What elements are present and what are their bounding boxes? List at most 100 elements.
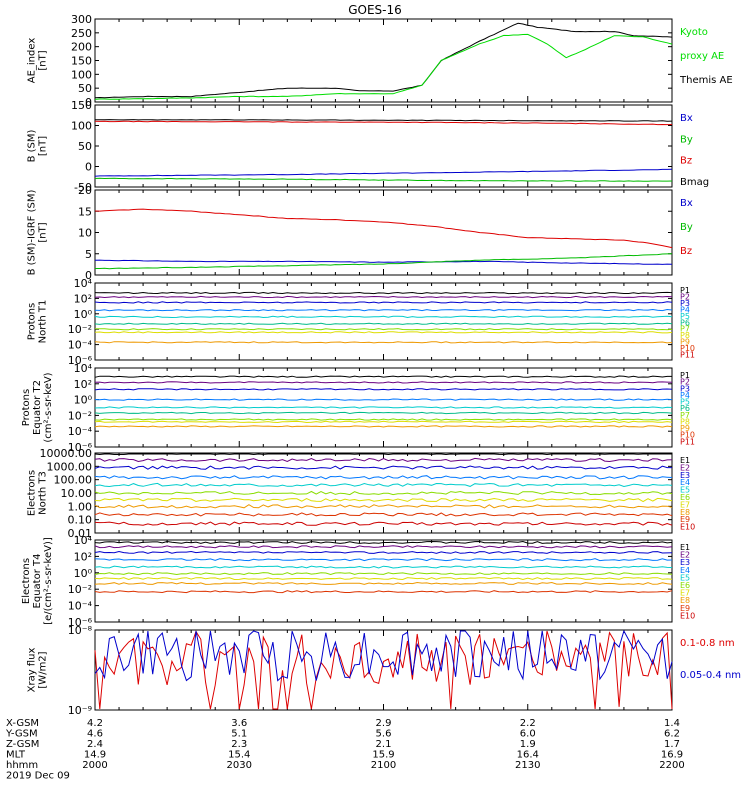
y-tick-label: 10⁻⁶: [68, 354, 93, 367]
series-line-e9: [94, 512, 673, 517]
legend-entry: P2: [680, 292, 690, 301]
panel-xray: 10⁻⁸ 10⁻⁹ Xray flux [W/m2] 0.1-0.8 nm 0.05-0.…: [27, 624, 742, 717]
legend-entry: P9: [680, 338, 690, 347]
footer-row-label: X-GSM: [6, 718, 39, 729]
legend-entry: E6: [680, 493, 690, 502]
y-axis-label: B (SM): [27, 129, 38, 162]
series-line-e4: [94, 558, 673, 562]
series-line-p3: [94, 388, 673, 391]
panel-bigrf: 20 15 10 5 0 B (SM)-IGRF (SM) [nT] Bx By Bz: [27, 184, 693, 282]
y-axis-label: [nT]: [38, 50, 49, 70]
series-line-e6: [94, 490, 673, 496]
y-tick-label: 0.01: [68, 527, 93, 540]
series-line-p4: [94, 398, 673, 401]
y-tick-label: 10000.00: [40, 447, 93, 460]
footer-value: 2100: [371, 760, 396, 771]
series-line-p1: [94, 291, 673, 295]
footer-value: 15.4: [228, 750, 250, 761]
y-axis-label: [W/m2]: [38, 651, 49, 688]
series-line-p3: [94, 301, 673, 304]
y-tick-label: 10⁰: [74, 394, 93, 407]
y-tick-label: 10²: [74, 292, 92, 305]
y-tick-label: 10: [78, 227, 92, 240]
legend-entry: P10: [680, 431, 695, 440]
series-line-p7: [95, 328, 673, 331]
series-line-e1: [94, 540, 673, 544]
legend-entry: E9: [680, 604, 690, 613]
footer-value: 5.6: [376, 729, 392, 740]
series-line-e7: [94, 577, 673, 581]
series-line-e4: [94, 475, 673, 480]
series-line-0-05-0-4-nm: [94, 629, 673, 682]
y-tick-label: 10⁻⁹: [68, 704, 92, 717]
y-tick-label: 10⁰: [74, 308, 93, 321]
panel-pe: 10⁴ 10² 10⁰ 10⁻² 10⁻⁴ 10⁻⁶ Protons Equator T2 (c…: [21, 362, 695, 454]
y-tick-label: 10⁴: [74, 362, 93, 375]
y-tick-label: 50: [78, 82, 92, 95]
series-line-p6: [94, 322, 673, 325]
legend-entry: By: [680, 222, 693, 233]
footer-value: 2.2: [520, 718, 536, 729]
series-line-by: [94, 177, 673, 182]
legend-entry: Bmag: [680, 177, 709, 188]
legend-entry: P8: [680, 331, 690, 340]
series-line-p2: [94, 295, 673, 299]
footer-value: 1.4: [664, 718, 680, 729]
series-line-e8: [94, 504, 673, 509]
legend-entry: E10: [680, 523, 695, 532]
series-line-bz: [94, 208, 673, 249]
legend-entry: Bz: [680, 156, 692, 167]
footer-value: 2.9: [376, 718, 392, 729]
footer-value: 1.7: [664, 739, 680, 750]
legend-entry: E4: [680, 478, 690, 487]
series-line-p5: [94, 406, 673, 409]
legend-entry: P4: [680, 305, 690, 314]
y-tick-label: 15: [78, 205, 92, 218]
legend-entry: 0.1-0.8 nm: [680, 638, 735, 649]
footer-row-label: MLT: [6, 750, 26, 761]
y-tick-label: 1000.00: [47, 460, 93, 473]
y-axis-label: (cm²-s-sr-keV): [43, 372, 54, 442]
panel-frame: [94, 282, 673, 361]
legend-entry: P5: [680, 312, 690, 321]
series-line-p5: [94, 315, 673, 319]
series-line-bx: [94, 259, 673, 265]
series-line-e1: [94, 453, 672, 456]
y-tick-label: 10⁻⁶: [68, 616, 93, 629]
y-tick-label: 10⁻⁴: [68, 600, 93, 613]
footer-ephemeris: X-GSM 4.2 3.6 2.9 2.2 1.4 Y-GSM 4.6 5.1 5.6 6.0 6.2…: [5, 718, 685, 782]
series-line-0-1-0-8-nm: [94, 630, 673, 710]
legend-entry: P9: [680, 424, 690, 433]
series-line-p8: [94, 420, 673, 424]
legend-entry: P1: [680, 371, 690, 380]
series-line-e2: [94, 457, 673, 463]
series-line-e5: [94, 482, 673, 488]
legend-entry: P7: [680, 411, 690, 420]
footer-row-label: Y-GSM: [5, 729, 38, 740]
legend-entry: Kyoto: [680, 27, 708, 38]
series-line-bz: [94, 120, 673, 126]
y-tick-label: 10²: [74, 378, 92, 391]
y-tick-label: 10⁻²: [68, 323, 92, 336]
legend-entry: E7: [680, 500, 690, 509]
y-axis-label: Electrons: [27, 470, 38, 516]
series-line-e7: [94, 497, 673, 503]
legend-entry: E1: [680, 543, 690, 552]
footer-value: 6.2: [664, 729, 680, 740]
y-tick-label: 0: [85, 96, 92, 109]
legend-entry: P3: [680, 299, 690, 308]
series-line-kyoto-proxy-ae: [94, 33, 673, 100]
legend-entry: Bz: [680, 246, 692, 257]
y-axis-label: AE_index: [27, 38, 38, 84]
series-line-e9: [94, 590, 673, 594]
footer-value: 15.9: [372, 750, 394, 761]
y-tick-label: 10⁻⁴: [68, 425, 93, 438]
series-line-e2: [94, 545, 673, 549]
legend-entry: E5: [680, 486, 690, 495]
legend-entry: Bx: [680, 198, 693, 209]
series-line-e10: [94, 521, 673, 526]
y-axis-label: Protons: [27, 303, 38, 340]
y-axis-label: Xray flux: [27, 648, 38, 693]
y-axis-label: [nT]: [38, 136, 49, 156]
series-line-p9: [94, 425, 673, 428]
